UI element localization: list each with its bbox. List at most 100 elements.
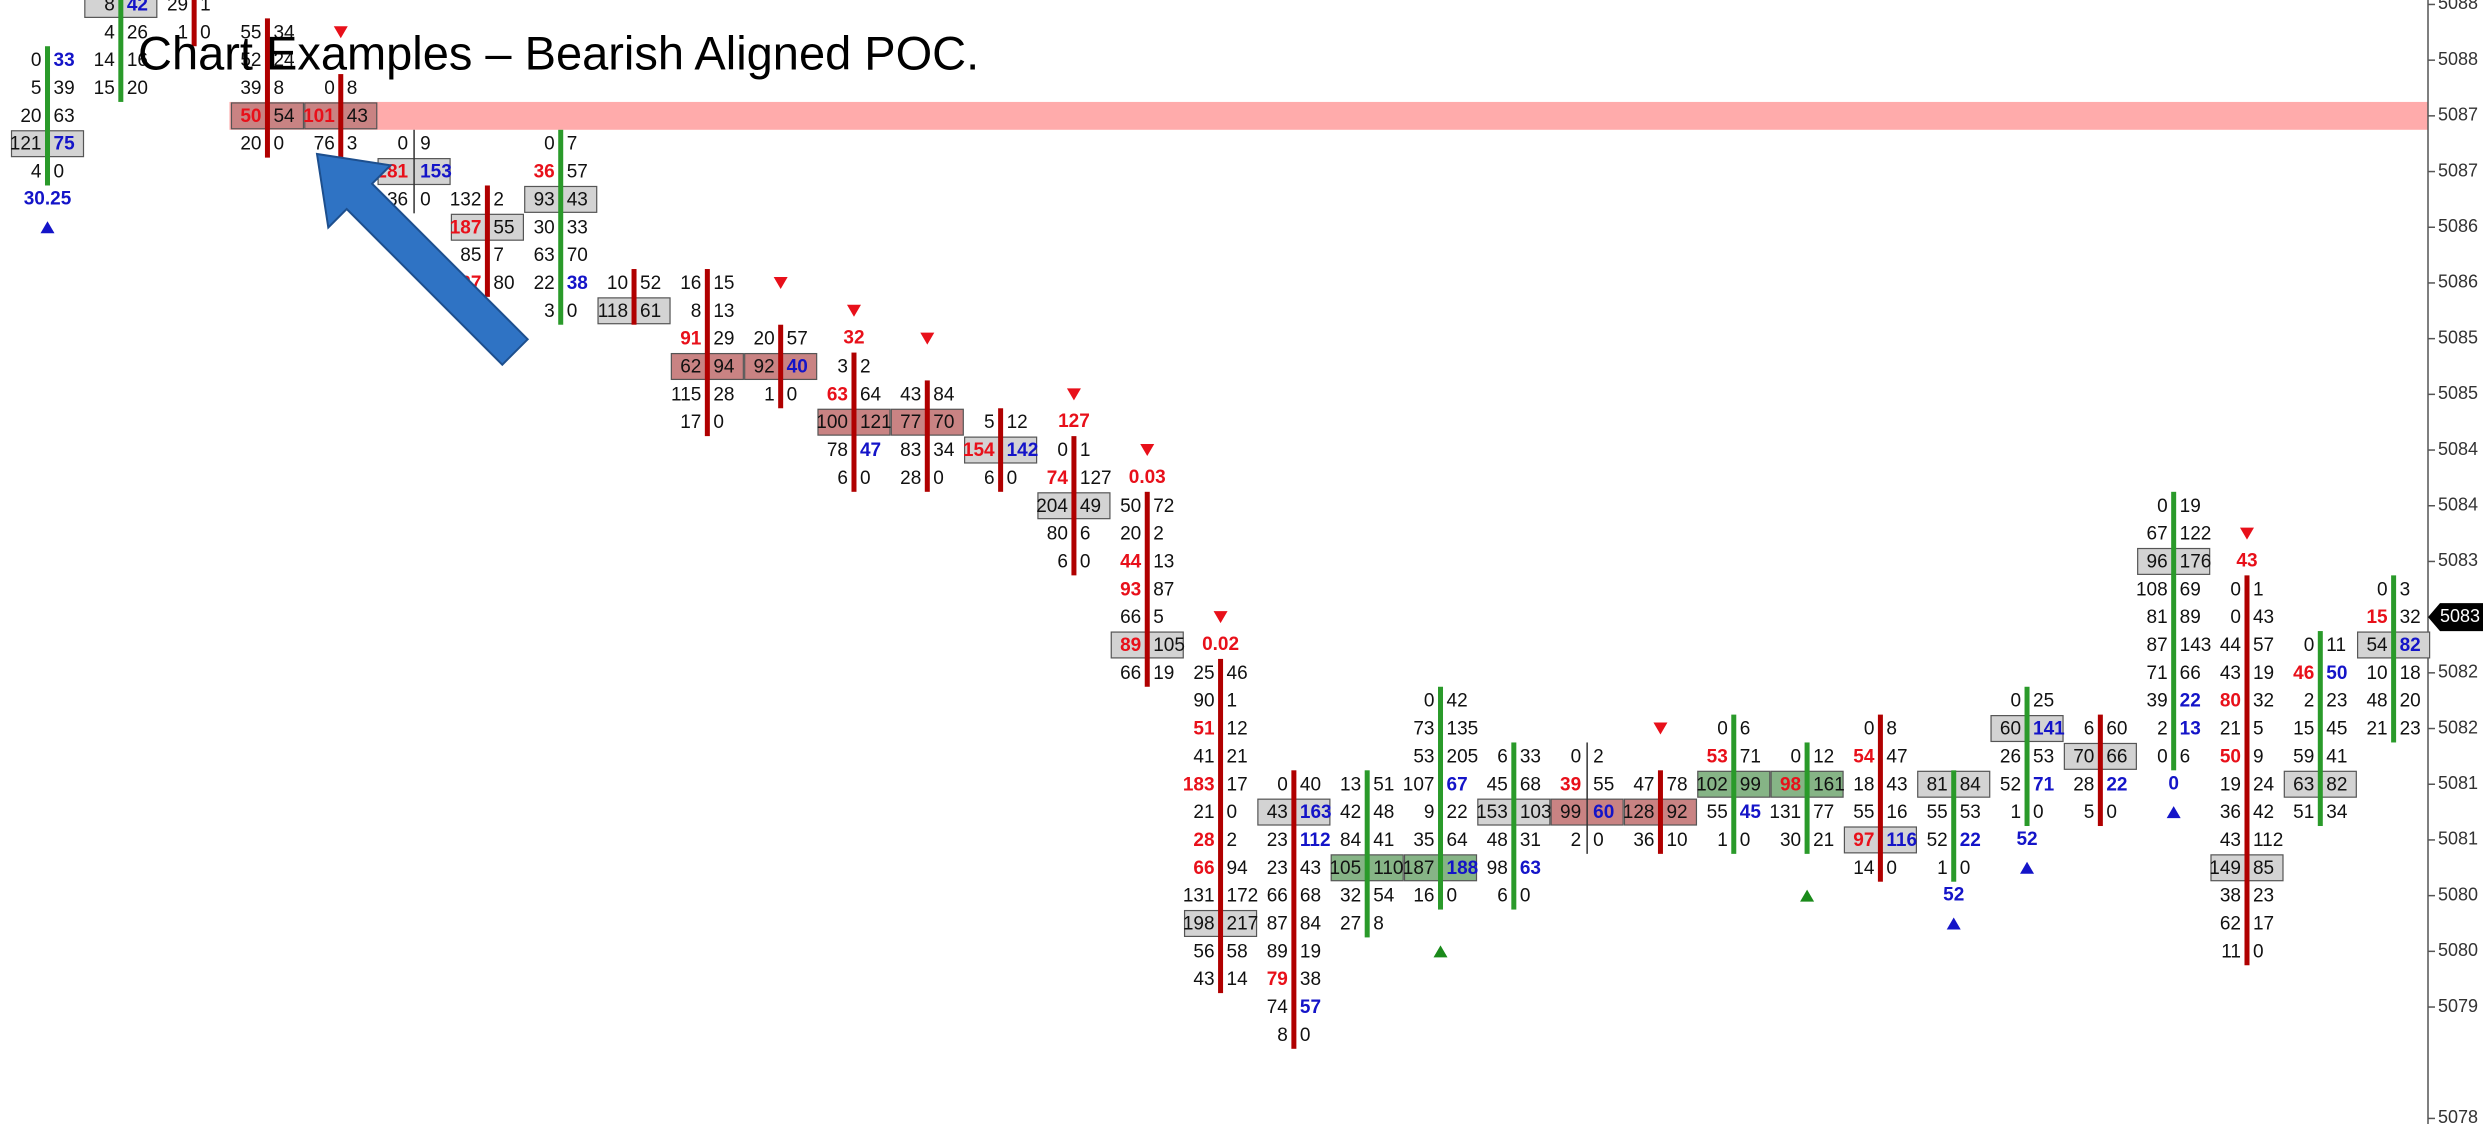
ask-volume: 57 bbox=[2253, 635, 2274, 656]
bid-volume: 32 bbox=[1340, 886, 1361, 907]
ask-volume: 11 bbox=[2326, 635, 2346, 656]
bid-volume: 0 bbox=[31, 50, 42, 71]
ask-volume: 2 bbox=[1593, 746, 1604, 767]
bid-volume: 1 bbox=[1717, 830, 1728, 851]
ask-volume: 22 bbox=[1447, 802, 1468, 823]
ask-volume: 127 bbox=[1080, 468, 1112, 489]
ask-volume: 0 bbox=[1886, 858, 1897, 879]
buy-signal bbox=[1946, 917, 1961, 930]
bid-volume: 10 bbox=[2366, 663, 2387, 684]
bid-volume: 42 bbox=[1340, 802, 1361, 823]
buy-signal bbox=[2020, 861, 2035, 874]
bid-volume: 18 bbox=[1853, 774, 1874, 795]
bid-volume: 28 bbox=[1193, 830, 1214, 851]
sell-signal bbox=[1140, 444, 1155, 457]
bid-volume: 0 bbox=[2230, 607, 2241, 628]
ask-volume: 38 bbox=[567, 273, 588, 294]
bid-volume: 5 bbox=[31, 78, 42, 99]
ask-volume: 0 bbox=[1300, 1025, 1311, 1046]
y-tick-label: 5082 bbox=[2438, 717, 2478, 737]
bid-volume: 16 bbox=[680, 273, 701, 294]
column-bar bbox=[1877, 714, 1883, 882]
bid-volume: 45 bbox=[1487, 774, 1508, 795]
ask-volume: 69 bbox=[2180, 579, 2201, 600]
ask-volume: 80 bbox=[493, 273, 514, 294]
ask-volume: 26 bbox=[127, 22, 148, 43]
bid-volume: 62 bbox=[680, 357, 701, 378]
bid-volume: 98 bbox=[1487, 858, 1508, 879]
ask-volume: 89 bbox=[2180, 607, 2201, 628]
delta-label: 43 bbox=[2236, 550, 2257, 571]
ask-volume: 41 bbox=[1373, 830, 1394, 851]
bid-volume: 43 bbox=[2220, 830, 2241, 851]
bid-volume: 14 bbox=[94, 50, 116, 71]
bid-volume: 55 bbox=[1853, 802, 1874, 823]
ask-volume: 60 bbox=[2106, 719, 2127, 740]
bid-volume: 6 bbox=[2084, 719, 2095, 740]
bid-volume: 1 bbox=[2010, 802, 2021, 823]
ask-volume: 14 bbox=[1227, 969, 1249, 990]
bid-volume: 187 bbox=[1403, 858, 1435, 879]
bid-volume: 1 bbox=[178, 22, 189, 43]
y-tick-label: 5088 bbox=[2438, 49, 2478, 69]
ask-volume: 12 bbox=[1007, 412, 1028, 433]
delta-label: 52 bbox=[2016, 829, 2037, 850]
bid-volume: 92 bbox=[754, 357, 775, 378]
bid-volume: 23 bbox=[1267, 830, 1288, 851]
plot: 5088508850875087508650865085508550845084… bbox=[10, 0, 2483, 1124]
bid-volume: 20 bbox=[240, 134, 261, 155]
ask-volume: 103 bbox=[1520, 802, 1552, 823]
ask-volume: 122 bbox=[2180, 524, 2212, 545]
bid-volume: 0 bbox=[2157, 496, 2168, 517]
y-tick-label: 5081 bbox=[2438, 773, 2478, 793]
y-tick-label: 5086 bbox=[2438, 272, 2478, 292]
bid-volume: 39 bbox=[1560, 774, 1581, 795]
bid-volume: 59 bbox=[2293, 746, 2314, 767]
ask-volume: 21 bbox=[1227, 746, 1248, 767]
y-tick-label: 5087 bbox=[2438, 160, 2478, 180]
column-bar bbox=[704, 269, 710, 437]
y-tick-label: 5080 bbox=[2438, 884, 2478, 904]
bid-volume: 91 bbox=[680, 329, 702, 350]
bid-volume: 36 bbox=[534, 162, 555, 183]
bid-volume: 6 bbox=[837, 468, 848, 489]
ask-volume: 0 bbox=[2033, 802, 2044, 823]
bid-volume: 3 bbox=[544, 301, 555, 322]
bid-volume: 30 bbox=[534, 217, 555, 238]
ask-volume: 2 bbox=[493, 189, 504, 210]
bid-volume: 43 bbox=[900, 384, 921, 405]
column-bar bbox=[2171, 491, 2177, 771]
bid-volume: 50 bbox=[1120, 496, 1141, 517]
ask-volume: 85 bbox=[2253, 858, 2274, 879]
bid-volume: 21 bbox=[1193, 802, 1214, 823]
bid-volume: 66 bbox=[1267, 886, 1288, 907]
ask-volume: 31 bbox=[1520, 830, 1541, 851]
ask-volume: 110 bbox=[1373, 858, 1403, 879]
ask-volume: 43 bbox=[567, 189, 588, 210]
bid-volume: 10 bbox=[607, 273, 628, 294]
bid-volume: 50 bbox=[240, 106, 261, 127]
ask-volume: 22 bbox=[2106, 774, 2127, 795]
column-bar bbox=[631, 269, 637, 325]
ask-volume: 84 bbox=[1960, 774, 1982, 795]
ask-volume: 0 bbox=[567, 301, 578, 322]
y-tick-label: 5084 bbox=[2438, 439, 2478, 459]
bid-volume: 66 bbox=[1120, 663, 1141, 684]
bid-volume: 101 bbox=[303, 106, 335, 127]
ask-volume: 19 bbox=[2180, 496, 2201, 517]
bid-volume: 105 bbox=[1329, 858, 1361, 879]
ask-volume: 34 bbox=[933, 440, 955, 461]
ask-volume: 0 bbox=[1080, 551, 1091, 572]
ask-volume: 0 bbox=[420, 189, 431, 210]
ask-volume: 8 bbox=[347, 78, 358, 99]
bid-volume: 0 bbox=[2230, 579, 2241, 600]
column-bar bbox=[2317, 631, 2323, 827]
ask-volume: 77 bbox=[1813, 802, 1834, 823]
ask-volume: 54 bbox=[273, 106, 295, 127]
bid-volume: 83 bbox=[900, 440, 921, 461]
ask-volume: 105 bbox=[1153, 635, 1185, 656]
ask-volume: 16 bbox=[1886, 802, 1907, 823]
ask-volume: 7 bbox=[567, 134, 578, 155]
bid-volume: 9 bbox=[1424, 802, 1435, 823]
ask-volume: 0 bbox=[273, 134, 284, 155]
